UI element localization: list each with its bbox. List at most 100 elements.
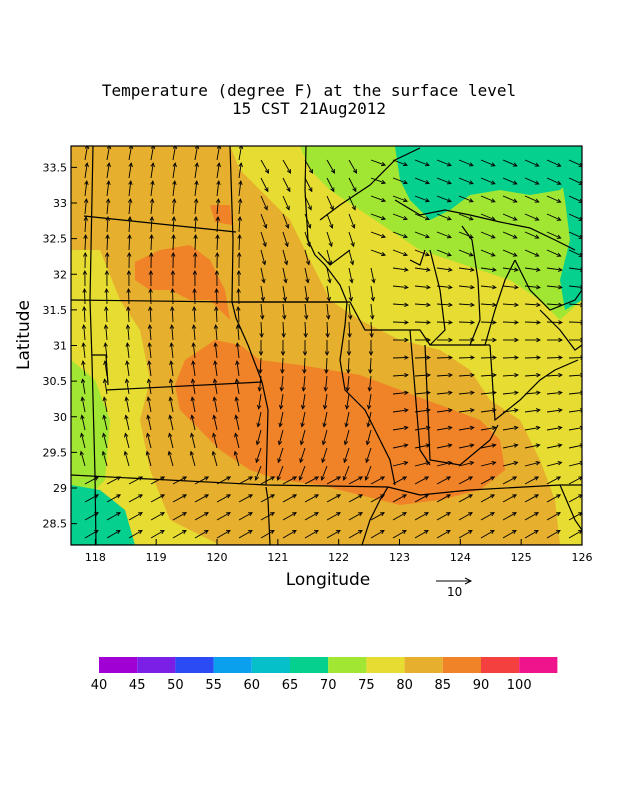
wind-vector	[282, 512, 297, 521]
wind-vector	[102, 396, 108, 413]
wind-vector	[192, 270, 198, 287]
wind-vector	[524, 285, 541, 290]
wind-vector	[214, 306, 219, 323]
wind-vector	[436, 425, 453, 431]
wind-vector	[326, 159, 335, 174]
wind-vector	[126, 252, 132, 269]
wind-vector	[458, 530, 473, 539]
colorbar-swatch	[137, 657, 176, 673]
wind-vector	[458, 512, 473, 521]
wind-vector	[502, 285, 519, 290]
wind-vector	[546, 461, 563, 467]
wind-vector	[414, 320, 431, 325]
y-tick-label: 29.5	[43, 446, 68, 459]
wind-vector	[260, 213, 268, 229]
wind-vector	[414, 195, 430, 203]
wind-vector	[370, 177, 387, 185]
wind-vector	[102, 414, 108, 431]
wind-vector	[256, 411, 262, 428]
wind-vector	[502, 443, 519, 449]
wind-vector	[104, 288, 109, 305]
x-axis-ticks: 118 119 120 121 122 123 124 125 126	[85, 539, 593, 564]
wind-vector	[321, 447, 328, 464]
wind-vector	[436, 249, 452, 257]
wind-vector	[258, 340, 264, 356]
wind-vector	[370, 213, 387, 221]
wind-vector	[436, 231, 452, 239]
wind-vector	[82, 270, 88, 287]
wind-vector	[172, 494, 188, 503]
wind-vector	[257, 375, 262, 392]
wind-vector	[237, 198, 243, 215]
border-line-28	[409, 249, 426, 266]
wind-vector	[106, 162, 111, 179]
wind-vector	[364, 465, 372, 481]
wind-vector	[304, 494, 320, 503]
wind-vector	[260, 267, 266, 284]
wind-vector	[326, 476, 342, 485]
wind-vector	[546, 390, 563, 395]
wind-vector	[212, 378, 218, 395]
wind-vector	[189, 450, 196, 467]
wind-vector	[392, 512, 407, 521]
wind-vector	[502, 267, 519, 272]
wind-vector	[302, 357, 307, 374]
wind-vector	[282, 213, 290, 229]
wind-vector	[414, 285, 431, 290]
wind-vector	[480, 372, 497, 378]
wind-vector	[128, 530, 143, 539]
wind-vector	[414, 461, 431, 467]
wind-vector	[524, 231, 540, 239]
wind-vector	[414, 443, 431, 449]
wind-vector	[502, 249, 518, 257]
wind-vector	[84, 162, 89, 179]
wind-vector	[480, 249, 496, 257]
wind-vector	[365, 429, 372, 446]
wind-vector	[83, 216, 89, 233]
wind-vector	[326, 249, 333, 266]
wind-vector	[148, 288, 153, 305]
wind-vector	[436, 285, 453, 290]
wind-vector	[126, 306, 131, 323]
wind-vector	[480, 267, 497, 272]
colorbar-label: 40	[91, 678, 108, 693]
wind-vector	[192, 306, 197, 323]
wind-vector	[458, 302, 475, 308]
wind-vector	[304, 213, 312, 229]
x-tick-label: 124	[450, 551, 471, 564]
wind-vector	[326, 267, 332, 284]
wind-vector	[414, 372, 431, 378]
wind-vector	[392, 494, 408, 503]
wind-vector	[128, 162, 133, 179]
wind-vector	[459, 337, 475, 343]
colorbar-label: 85	[435, 678, 452, 693]
wind-vector	[480, 355, 497, 360]
wind-vector	[458, 372, 475, 378]
wind-vector	[150, 146, 156, 161]
wind-vector	[348, 267, 354, 284]
wind-vector	[546, 494, 562, 503]
wind-vector	[524, 267, 541, 272]
wind-vector	[546, 355, 563, 360]
wind-vector	[324, 340, 330, 356]
colorbar-swatch	[366, 657, 405, 673]
border-line-1	[83, 215, 237, 233]
wind-vector	[149, 234, 154, 251]
wind-vector	[502, 372, 519, 378]
border-line-19	[559, 484, 582, 531]
wind-vector	[326, 512, 341, 521]
wind-vector	[194, 146, 200, 161]
wind-vector	[124, 396, 130, 413]
y-tick-label: 28.5	[43, 518, 68, 531]
wind-vector	[106, 494, 122, 503]
wind-vector	[81, 360, 86, 377]
wind-vector	[392, 476, 408, 485]
wind-vector	[216, 512, 231, 521]
wind-vector	[414, 231, 430, 239]
wind-vector	[502, 231, 518, 239]
wind-vector	[102, 378, 108, 395]
wind-vector	[480, 195, 496, 203]
colorbar-label: 75	[358, 678, 375, 693]
wind-vector	[148, 252, 154, 269]
colorbar-label: 70	[320, 678, 337, 693]
